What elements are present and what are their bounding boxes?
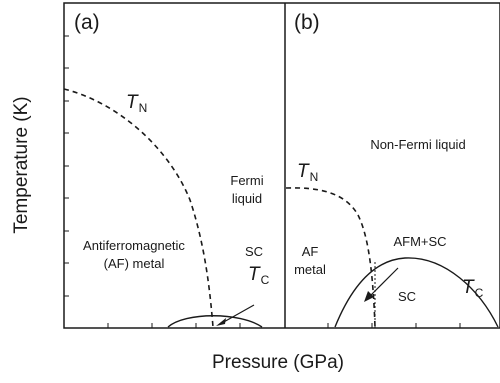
panel-a-af-line2: (AF) metal <box>104 256 165 271</box>
panel-a-fermi-line2: liquid <box>232 191 262 206</box>
plot-frame <box>63 2 500 329</box>
panel-b-tc-dome <box>334 257 499 328</box>
panel-a-tc-label: TC <box>248 264 270 287</box>
panel-a-sc-label: SC <box>245 244 263 259</box>
panel-a-tag: (a) <box>74 11 100 34</box>
panel-b-af-line1: AF <box>302 244 319 259</box>
panel-b-tag: (b) <box>294 11 320 34</box>
panel-b-af-line2: metal <box>294 262 326 277</box>
panel-a-tc-dome <box>167 315 263 328</box>
panel-a-tn-label: TN <box>126 92 147 115</box>
x-axis-title: Pressure (GPa) <box>212 352 344 373</box>
panel-b-nfl-label: Non-Fermi liquid <box>370 137 465 152</box>
panel-b-afm-sc-arrow <box>369 267 399 297</box>
panel-b-afm-sc-arrowhead <box>364 291 374 302</box>
panel-b-tn-label: TN <box>297 161 318 184</box>
panel-a-tn-curve <box>63 88 214 328</box>
panel-a-tc-arrowhead <box>216 318 226 326</box>
y-axis-ticks <box>64 35 69 297</box>
panel-b-afm-sc-label: AFM+SC <box>393 234 446 249</box>
panel-b-sc-label: SC <box>398 289 416 304</box>
panel-a-fermi-line1: Fermi <box>230 173 263 188</box>
panel-b-tc-label: TC <box>462 277 484 300</box>
x-axis-ticks <box>107 323 461 328</box>
panel-b-tn-curve <box>285 187 376 328</box>
panel-a-tc-arrow <box>221 304 255 324</box>
panel-a-af-line1: Antiferromagnetic <box>83 238 185 253</box>
y-axis-title: Temperature (K) <box>11 96 32 233</box>
